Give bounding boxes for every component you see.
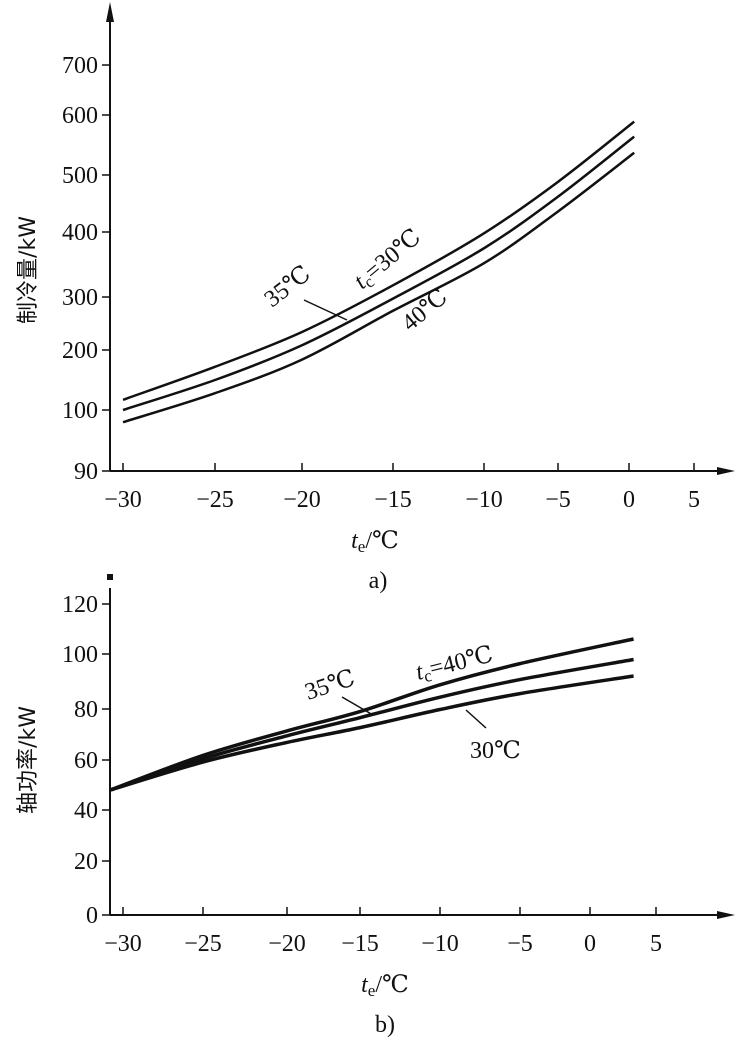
x-tick-label-a: 0	[623, 487, 635, 513]
x-tick-label-a: −30	[104, 487, 142, 513]
annotation-35c-a: 35℃	[260, 261, 316, 313]
x-tick-label-b: −30	[104, 931, 142, 957]
series-line-a-35c	[122, 135, 635, 412]
y-tick-label-a: 90	[74, 459, 98, 485]
series-line-a-40c	[122, 151, 635, 424]
y-tick-label-b: 60	[74, 748, 98, 774]
series-line-a-30c	[122, 120, 635, 401]
x-tick-label-a: −10	[465, 487, 503, 513]
y-tick-label-a: 400	[62, 220, 98, 246]
x-tick-label-b: 0	[584, 931, 596, 957]
series-line-b-35c	[109, 657, 634, 792]
annotation-35c-b: 35℃	[302, 665, 358, 705]
leader-line-b2	[465, 709, 487, 729]
x-tick-label-a: −20	[283, 487, 321, 513]
x-tick-label-a: −25	[196, 487, 234, 513]
y-tick-label-a: 200	[62, 338, 98, 364]
y-tick-label-a: 700	[62, 53, 98, 79]
annotation-30c-b: 30℃	[470, 738, 521, 764]
x-axis-arrow-icon-a	[717, 467, 735, 475]
y-tick-label-b: 100	[62, 642, 98, 668]
y-tick-label-b: 120	[62, 592, 98, 618]
x-axis-label-a: te/℃	[351, 528, 399, 556]
y-tick-label-a: 300	[62, 285, 98, 311]
y-tick-label-a: 500	[62, 163, 98, 189]
x-tick-label-b: −5	[507, 931, 533, 957]
y-tick-label-b: 20	[74, 849, 98, 875]
y-tick-label-a: 100	[62, 398, 98, 424]
series-line-b-40c	[109, 637, 634, 792]
x-tick-label-a: −15	[374, 487, 412, 513]
panel-label-b: b)	[375, 1012, 395, 1038]
y-tick-label-a: 600	[62, 103, 98, 129]
y-axis-label-a: 制冷量/kW	[16, 216, 41, 324]
y-axis-arrow-icon-a	[106, 2, 114, 22]
panel-label-a: a)	[369, 568, 388, 594]
x-tick-label-b: −10	[421, 931, 459, 957]
x-tick-label-b: −25	[184, 931, 222, 957]
y-tick-label-b: 80	[74, 697, 98, 723]
x-tick-label-a: 5	[688, 487, 700, 513]
y-tick-label-b: 0	[86, 903, 98, 929]
x-tick-label-b: 5	[650, 931, 662, 957]
x-axis-arrow-icon-b	[717, 911, 735, 919]
x-axis-label-b: te/℃	[361, 972, 409, 1000]
x-tick-label-b: −20	[268, 931, 306, 957]
x-tick-label-a: −5	[545, 487, 571, 513]
y-tick-label-b: 40	[74, 798, 98, 824]
y-axis-end-cap-b	[107, 574, 113, 580]
leader-line-a	[303, 299, 348, 321]
y-axis-label-b: 轴功率/kW	[16, 706, 41, 814]
leader-line-b1	[341, 696, 374, 716]
series-line-b-30c	[109, 674, 634, 792]
x-tick-label-b: −15	[341, 931, 379, 957]
